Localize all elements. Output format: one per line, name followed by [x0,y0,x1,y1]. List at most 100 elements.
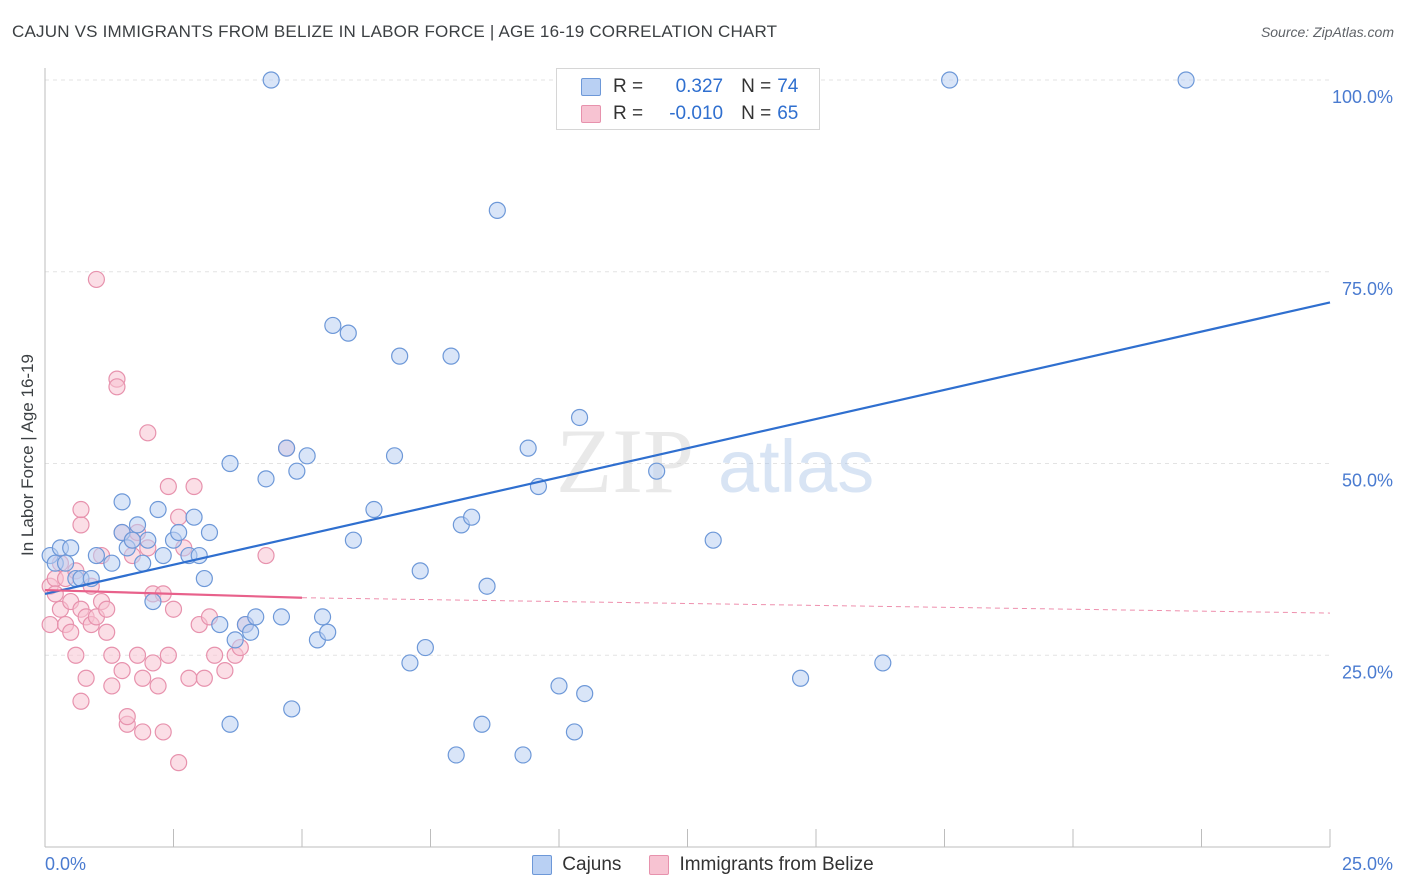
cajun-point [185,508,203,526]
series-legend: Cajuns Immigrants from Belize [0,852,1406,878]
legend-item-cajuns[interactable]: Cajuns [532,854,621,876]
gridlines [45,79,1330,656]
legend-item-belize[interactable]: Immigrants from Belize [649,854,874,876]
belize-point [67,646,85,664]
cajun-point [313,608,332,626]
cajun-point [226,631,244,649]
correlation-legend: R = 0.327 N = 74 R = -0.010 N = 65 [556,68,820,130]
cajun-point [87,546,106,565]
cajun-point [62,539,80,557]
cajun-point [385,447,404,465]
legend-row-cajuns: R = 0.327 N = 74 [581,76,798,98]
cajun-point [442,347,460,365]
belize-point [98,623,116,641]
r-label: R = [613,76,644,97]
cajun-point [319,623,337,641]
cajun-point [257,470,275,488]
cajun-point [463,508,481,526]
cajun-point [272,608,291,626]
belize-point [185,477,203,496]
belize-point [159,646,177,664]
belize-point [103,677,121,695]
belize-point [134,723,152,741]
x-tick-label: 0.0% [45,854,86,874]
belize-point [41,615,59,634]
cajun-point [139,531,157,549]
y-tick-label: 25.0% [1342,662,1393,682]
cajun-point [519,439,537,457]
cajun-point [514,746,532,764]
cajun-point [365,500,383,519]
belize-point [139,424,157,442]
belize-trend-extension [301,597,1331,614]
cajun-point [570,408,589,427]
y-tick-label: 100.0% [1332,87,1393,107]
cajuns-r-value: 0.327 [675,76,724,97]
cajun-point [339,324,357,342]
belize-point [170,754,188,772]
belize-point [180,669,198,687]
cajun-point [478,577,496,595]
cajun-point [144,592,162,611]
axes [44,68,1331,848]
tick-labels: 25.0% 50.0% 75.0% 100.0% 0.0% 25.0% [45,87,1393,874]
cajun-point [200,523,219,542]
belize-trend-line [44,588,303,599]
cajun-point [576,684,594,703]
belize-point [72,500,90,519]
belize-point [195,669,213,687]
legend-row-belize: R = -0.010 N = 65 [581,103,798,125]
cajun-point [550,677,568,695]
cajun-point [874,654,892,672]
cajun-point [211,615,229,634]
belize-point [170,508,188,526]
cajun-point [221,454,239,473]
chart-title: CAJUN VS IMMIGRANTS FROM BELIZE IN LABOR… [12,22,778,41]
cajun-point [298,447,316,465]
belize-point [257,546,275,565]
cajun-point [128,516,147,534]
belize-point [103,646,121,664]
belize-n-value: 65 [777,103,799,124]
belize-point [216,661,234,680]
cajun-point [565,723,584,741]
cajun-point [123,531,141,549]
watermark-atlas: atlas [718,425,874,508]
n-label: N = [741,76,772,97]
cajun-point [411,562,429,580]
r-label: R = [613,103,644,124]
belize-point [87,270,106,289]
belize-point [72,692,90,710]
y-tick-label: 50.0% [1342,471,1393,491]
source-label: Source: ZipAtlas.com [1260,24,1394,40]
cajun-point [149,500,167,519]
cajun-point [277,439,296,457]
belize-point [128,646,147,664]
cajuns-n-value: 74 [777,76,799,97]
belize-point [154,723,172,741]
belize-point [118,708,136,726]
cajun-point [344,531,362,549]
belize-point [62,623,80,641]
cajun-point [113,493,131,511]
cajun-point [262,71,280,89]
belize-point [108,378,126,396]
belize-point [206,646,224,664]
belize-point [113,661,131,680]
belize-swatch [581,105,601,123]
cajuns-legend-swatch [532,855,553,875]
cajun-point [247,608,265,626]
cajun-point [447,746,465,764]
cajun-points [41,71,1195,764]
y-tick-label: 75.0% [1342,279,1393,299]
belize-point [144,654,162,672]
cajun-point [134,554,152,572]
trend-lines [44,301,1331,614]
cajun-point [473,715,491,733]
cajun-point [401,654,419,672]
cajun-point [324,316,342,335]
cajun-point [288,462,306,480]
belize-point [149,677,167,695]
cajuns-trend-line [44,301,1331,595]
